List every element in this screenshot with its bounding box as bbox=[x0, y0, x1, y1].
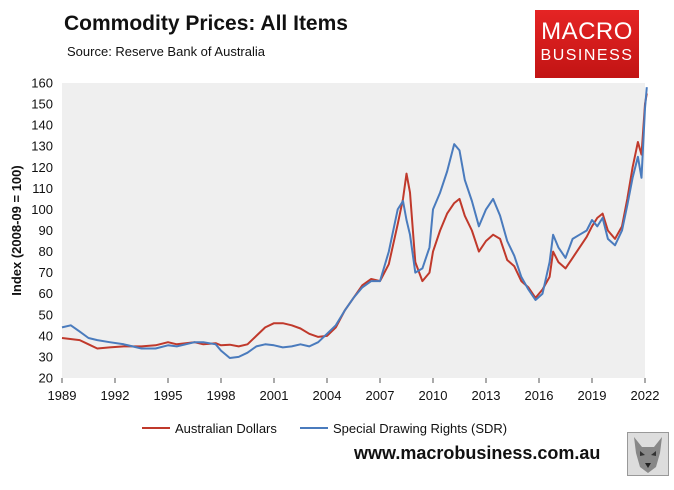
y-tick-label: 160 bbox=[31, 76, 53, 91]
macrobusiness-logo: MACRO BUSINESS bbox=[535, 10, 639, 78]
y-tick-label: 140 bbox=[31, 118, 53, 133]
series-line-sdr bbox=[61, 87, 648, 359]
logo-line1: MACRO bbox=[541, 18, 633, 45]
x-tick-label: 1992 bbox=[101, 388, 130, 403]
logo-line2: BUSINESS bbox=[540, 47, 634, 64]
x-tick-label: 2016 bbox=[525, 388, 554, 403]
website-url: www.macrobusiness.com.au bbox=[354, 443, 601, 463]
series-group bbox=[61, 87, 648, 359]
y-tick-label: 20 bbox=[39, 371, 53, 386]
y-tick-label: 50 bbox=[39, 307, 53, 322]
wolf-logo-icon bbox=[627, 432, 669, 476]
plot-area bbox=[62, 83, 645, 378]
x-tick-label: 2013 bbox=[472, 388, 501, 403]
x-tick-label: 2007 bbox=[366, 388, 395, 403]
y-tick-label: 30 bbox=[39, 349, 53, 364]
y-tick-label: 40 bbox=[39, 328, 53, 343]
y-axis-ticks: 20 30 40 50 60 70 80 90 100 110 120 130 140 150 160 bbox=[31, 76, 53, 386]
x-tick-label: 1995 bbox=[154, 388, 183, 403]
y-tick-label: 70 bbox=[39, 265, 53, 280]
x-tick-label: 2019 bbox=[578, 388, 607, 403]
y-tick-label: 80 bbox=[39, 244, 53, 259]
chart-source: Source: Reserve Bank of Australia bbox=[67, 44, 265, 59]
y-tick-label: 60 bbox=[39, 286, 53, 301]
x-tick-label: 2004 bbox=[313, 388, 342, 403]
legend-label: Australian Dollars bbox=[175, 421, 277, 436]
y-tick-label: 110 bbox=[32, 181, 53, 196]
y-tick-label: 130 bbox=[31, 139, 53, 154]
y-tick-label: 100 bbox=[31, 202, 53, 217]
x-tick-label: 2010 bbox=[419, 388, 448, 403]
x-tick-label: 2001 bbox=[260, 388, 289, 403]
chart-title: Commodity Prices: All Items bbox=[64, 12, 348, 35]
y-tick-label: 150 bbox=[31, 97, 53, 112]
legend: Australian Dollars Special Drawing Rights… bbox=[142, 421, 507, 436]
x-tick-label: 1998 bbox=[207, 388, 236, 403]
x-tick-label: 1989 bbox=[48, 388, 77, 403]
x-tick-label: 2022 bbox=[631, 388, 660, 403]
y-axis-label: Index (2008-09 = 100) bbox=[9, 165, 24, 295]
y-tick-label: 120 bbox=[31, 160, 53, 175]
legend-label: Special Drawing Rights (SDR) bbox=[333, 421, 507, 436]
y-tick-label: 90 bbox=[39, 223, 53, 238]
x-axis-ticks: 1989 1992 1995 1998 2001 2004 2007 2010 2013 2016… bbox=[48, 378, 660, 403]
